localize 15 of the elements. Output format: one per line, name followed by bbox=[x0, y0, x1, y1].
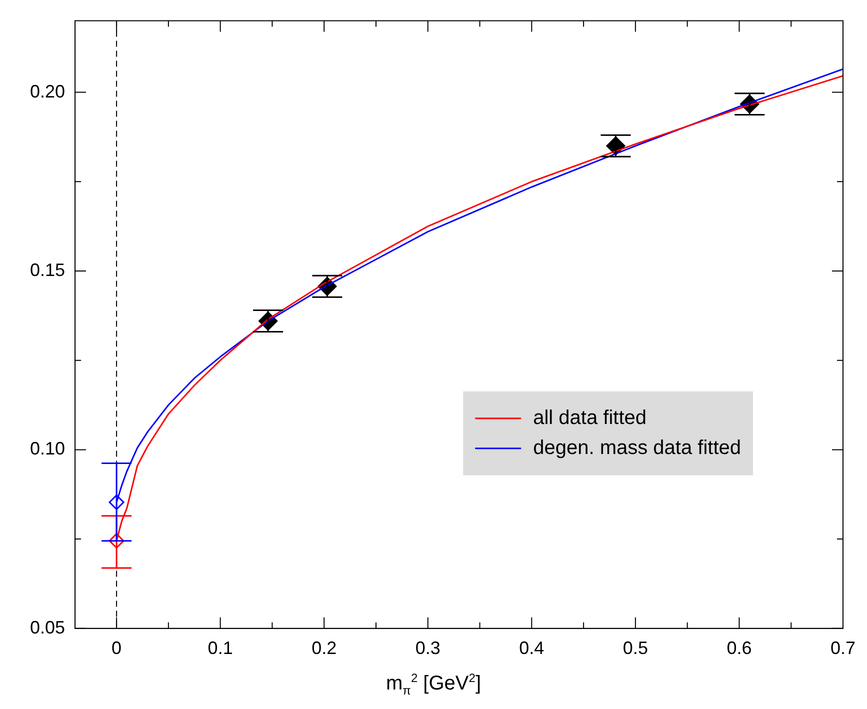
x-tick-label: 0.5 bbox=[622, 638, 648, 658]
y-tick-label: 0.10 bbox=[30, 438, 66, 459]
x-tick-label: 0.2 bbox=[312, 638, 337, 658]
x-tick-label: 0.1 bbox=[208, 638, 233, 658]
y-tick-label: 0.15 bbox=[30, 260, 66, 280]
y-tick-label: 0.20 bbox=[30, 81, 66, 102]
y-tick-label: 0.05 bbox=[30, 617, 66, 638]
x-tick-label: 0.4 bbox=[519, 638, 544, 658]
x-tick-label: 0.3 bbox=[415, 638, 440, 658]
legend-label: all data fitted bbox=[533, 406, 647, 429]
x-tick-label: 0.6 bbox=[726, 638, 752, 658]
x-tick-label: 0.7 bbox=[830, 638, 856, 658]
x-axis-title: m$_{π}$$^{2}$ [GeV$^{2}$] bbox=[384, 671, 482, 698]
legend-label: degen. mass data fitted bbox=[533, 436, 742, 459]
x-tick-label: 0 bbox=[112, 638, 122, 658]
